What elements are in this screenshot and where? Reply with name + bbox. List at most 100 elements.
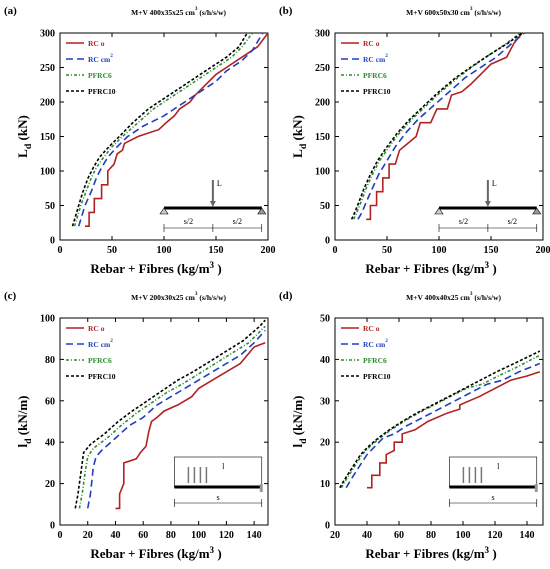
y-tick-label: 0 (50, 521, 55, 532)
legend-label: RC o (363, 39, 380, 48)
series-line (86, 329, 266, 509)
y-tick-label: 80 (45, 355, 55, 366)
y-tick-label: 150 (315, 132, 330, 143)
series-line (345, 362, 541, 489)
y-tick-label: 20 (320, 438, 330, 449)
x-tick-label: 100 (157, 245, 172, 256)
series-line (78, 325, 266, 509)
legend-label: PFRC6 (88, 71, 112, 80)
series-line (350, 32, 523, 220)
y-axis-label: ld (kN/m) (290, 395, 309, 447)
x-tick-label: 50 (107, 245, 117, 256)
series-line (73, 32, 254, 227)
schematic: Ls/2 s/2 (159, 179, 267, 232)
right-support-icon (257, 207, 267, 215)
y-tick-label: 50 (320, 314, 330, 325)
x-tick-label: 40 (110, 530, 120, 541)
x-tick-label: 150 (484, 245, 499, 256)
legend-label: PFRC6 (88, 356, 112, 365)
y-tick-label: 200 (40, 98, 55, 109)
y-tick-label: 100 (40, 167, 55, 178)
y-tick-label: 250 (40, 63, 55, 74)
x-tick-label: 120 (219, 530, 234, 541)
series-line (366, 32, 523, 221)
x-tick-label: 60 (138, 530, 148, 541)
chart-panel: (b) M+V 600x50x30 cm3 (s/h/s/w) 0 50 100 150 2… (279, 5, 550, 276)
load-arrow-head-icon (209, 201, 216, 207)
x-axis-label: Rebar + Fibres (kg/m3 ) (90, 545, 221, 561)
y-tick-label: 250 (315, 63, 330, 74)
legend-label: RC o (88, 324, 105, 333)
y-tick-label: 0 (50, 236, 55, 247)
legend-label: PFRC10 (363, 372, 391, 381)
legend-label: RC o (88, 39, 105, 48)
y-tick-label: 0 (325, 521, 330, 532)
y-tick-label: 30 (320, 396, 330, 407)
y-tick-label: 50 (45, 201, 55, 212)
x-tick-label: 100 (456, 530, 471, 541)
legend-label: RC cm2 (363, 338, 388, 349)
y-tick-label: 0 (325, 236, 330, 247)
y-tick-label: 40 (320, 355, 330, 366)
span-label: s/2 (184, 217, 193, 226)
legend-box (64, 37, 124, 99)
panel-label: (b) (279, 5, 293, 17)
chart-title: M+V 400x40x25 cm3 (s/h/s/w) (406, 291, 501, 302)
y-tick-label: 100 (315, 167, 330, 178)
x-tick-label: 100 (191, 530, 206, 541)
series-line (357, 32, 525, 220)
schematic: ls (449, 456, 538, 507)
y-axis-label: Ld (kN) (15, 115, 34, 158)
x-tick-label: 150 (209, 245, 224, 256)
x-axis-label: Rebar + Fibres (kg/m3 ) (365, 260, 496, 276)
series-line (339, 350, 541, 489)
left-support-icon (159, 207, 169, 215)
y-axis-label: Ld (kN) (290, 115, 309, 158)
x-tick-label: 80 (166, 530, 176, 541)
y-tick-label: 40 (45, 438, 55, 449)
legend-label: RC cm2 (88, 338, 113, 349)
load-label: l (497, 462, 500, 471)
load-arrow-head-icon (484, 201, 491, 207)
x-tick-label: 200 (261, 245, 276, 256)
plot-frame (59, 317, 269, 526)
series-line (352, 32, 521, 220)
schematic: ls (174, 456, 263, 507)
legend-label: RC cm2 (88, 53, 113, 64)
x-tick-label: 60 (394, 530, 404, 541)
span-label: s/2 (459, 217, 468, 226)
x-tick-label: 100 (432, 245, 447, 256)
panel-label: (c) (4, 290, 17, 302)
x-axis-label: Rebar + Fibres (kg/m3 ) (90, 260, 221, 276)
legend-label: PFRC6 (363, 356, 387, 365)
load-label: L (217, 179, 222, 188)
chart-title: M+V 400x35x25 cm3 (s/h/s/w) (131, 6, 226, 17)
legend-box (339, 322, 399, 384)
chart-panel: (d) M+V 400x40x25 cm3 (s/h/s/w) 20 40 60 80 10… (279, 290, 544, 561)
series-line (115, 342, 266, 510)
series-line (367, 371, 541, 489)
x-tick-label: 50 (382, 245, 392, 256)
legend-label: PFRC10 (88, 87, 116, 96)
left-support-icon (434, 207, 444, 215)
legend-label: RC o (363, 324, 380, 333)
legend-label: RC cm2 (363, 53, 388, 64)
series-line (71, 32, 248, 227)
x-tick-label: 140 (247, 530, 262, 541)
y-axis-label: ld (kN/m) (15, 395, 34, 447)
plate-outline (174, 456, 263, 488)
legend-box (64, 322, 124, 384)
chart-panel: (a) M+V 400x35x25 cm3 (s/h/s/w) 0 50 100 150 2… (4, 5, 276, 276)
span-label: s (492, 493, 495, 502)
y-tick-label: 200 (315, 98, 330, 109)
panel-label: (d) (279, 290, 293, 302)
series-line (77, 32, 264, 227)
x-tick-label: 80 (426, 530, 436, 541)
right-support-icon (532, 207, 542, 215)
legend-label: PFRC10 (363, 87, 391, 96)
x-tick-label: 0 (58, 245, 63, 256)
y-tick-label: 50 (320, 201, 330, 212)
span-label: s (217, 493, 220, 502)
x-tick-label: 0 (58, 530, 63, 541)
